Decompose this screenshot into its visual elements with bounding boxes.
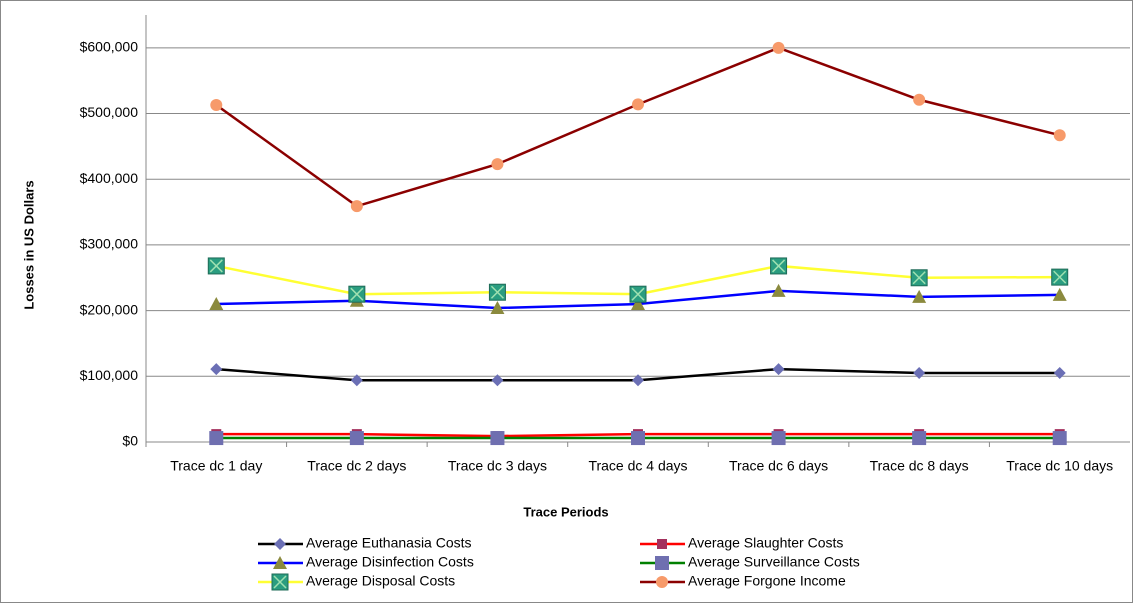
legend-marker [657,539,667,549]
marker-cross [209,259,223,273]
data-point [771,283,786,297]
data-point [631,297,645,311]
data-point [1053,367,1066,380]
marker-cross [273,575,287,589]
y-tick-label: $300,000 [80,236,139,252]
legend-label: Average Surveillance Costs [688,554,860,570]
marker-cross [631,287,645,301]
x-tick-label: Trace dc 4 days [588,458,687,474]
legend-marker [273,556,287,569]
data-point [632,374,644,387]
data-point [490,431,505,446]
data-point [349,431,364,446]
marker-cross [1053,270,1067,284]
data-point [1053,129,1066,142]
data-point [632,98,644,111]
data-point [913,93,926,106]
data-point [350,374,363,387]
y-tick-label: $0 [122,433,138,449]
data-point [350,200,363,213]
y-tick-label: $100,000 [80,367,139,383]
legend-marker [274,538,286,550]
y-tick-label: $400,000 [80,170,139,186]
marker-cross [490,285,504,299]
data-point [912,289,927,303]
y-tick-label: $500,000 [80,104,139,120]
legend-marker [656,576,668,588]
legend-marker [655,556,669,570]
x-tick-label: Trace dc 8 days [870,458,969,474]
marker-cross [350,287,364,301]
data-point [1052,287,1067,301]
data-point [913,367,926,380]
x-tick-label: Trace dc 1 day [170,458,262,474]
data-point [491,374,504,387]
data-point [771,431,786,446]
x-tick-label: Trace dc 10 days [1006,458,1113,474]
data-point [772,41,785,54]
data-point [210,363,223,376]
data-point [210,98,223,111]
data-point [1052,431,1067,446]
y-tick-label: $200,000 [80,301,139,317]
data-point [209,431,224,446]
data-point [912,431,927,446]
x-tick-label: Trace dc 6 days [729,458,828,474]
data-point [491,158,504,171]
data-point [631,431,645,446]
marker-cross [772,259,786,273]
legend-label: Average Slaughter Costs [688,535,843,551]
data-point [490,300,505,314]
data-point [772,363,785,376]
y-tick-label: $600,000 [80,39,139,55]
legend-label: Average Disinfection Costs [306,554,474,570]
marker-cross [912,271,926,285]
y-axis-title: Losses in US Dollars [21,180,36,309]
x-axis-title: Trace Periods [523,504,608,519]
legend-label: Average Forgone Income [688,573,846,589]
data-point [209,297,224,311]
x-tick-label: Trace dc 2 days [307,458,406,474]
x-tick-label: Trace dc 3 days [448,458,547,474]
legend-label: Average Disposal Costs [306,573,455,589]
legend-label: Average Euthanasia Costs [306,535,472,551]
